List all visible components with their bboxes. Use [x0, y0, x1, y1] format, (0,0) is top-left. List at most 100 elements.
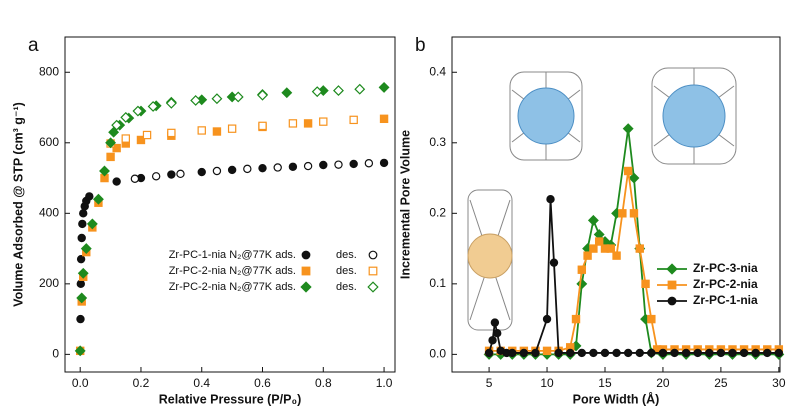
- marker: [647, 314, 656, 324]
- x-tick-label: 25: [714, 376, 728, 390]
- marker: [76, 314, 85, 324]
- x-tick-label: 0.0: [72, 376, 89, 390]
- panel-label: a: [28, 35, 39, 56]
- x-axis-title: Relative Pressure (P/P₀): [159, 392, 302, 406]
- marker: [751, 348, 760, 358]
- marker: [300, 281, 312, 293]
- marker: [681, 348, 691, 358]
- marker: [211, 93, 223, 105]
- marker: [258, 163, 267, 173]
- marker: [288, 119, 298, 128]
- marker: [319, 117, 328, 126]
- marker: [78, 219, 87, 229]
- marker: [542, 314, 552, 324]
- marker: [635, 244, 644, 253]
- marker: [311, 86, 323, 98]
- marker: [629, 209, 639, 218]
- plot-frame: [64, 36, 396, 373]
- series-line: [489, 128, 779, 356]
- marker: [705, 348, 714, 358]
- marker: [612, 348, 621, 358]
- y-tick-label: 400: [39, 205, 59, 219]
- x-tick-label: 0.6: [254, 376, 271, 390]
- y-tick-label: 0: [52, 347, 59, 361]
- marker: [763, 348, 772, 358]
- marker: [587, 214, 599, 226]
- pore-sphere: [467, 233, 513, 279]
- legend-label: des.: [336, 265, 357, 277]
- marker: [77, 233, 86, 243]
- y-tick-label: 0.0: [429, 347, 446, 361]
- legend-label: Zr-PC-2-nia N₂@77K ads.: [169, 281, 296, 293]
- marker: [105, 137, 117, 149]
- y-tick-label: 600: [39, 135, 59, 149]
- pore-sphere: [662, 84, 726, 148]
- marker: [622, 123, 634, 135]
- y-axis-title: Volume Adsorbed @ STP (cm³ g⁻¹): [11, 102, 25, 307]
- legend-label: Zr-PC-1-nia N₂@77K ads.: [169, 249, 296, 261]
- marker: [554, 348, 563, 358]
- legend-label: Zr-PC-2-nia N₂@77K ads.: [169, 265, 296, 277]
- marker: [232, 91, 244, 103]
- marker: [628, 172, 640, 184]
- marker: [367, 281, 379, 293]
- marker: [542, 346, 552, 356]
- plot-frame: [451, 36, 781, 373]
- marker: [546, 195, 555, 204]
- marker: [571, 314, 581, 324]
- marker: [612, 251, 621, 260]
- marker: [583, 251, 592, 260]
- x-tick-label: 0.2: [133, 376, 150, 390]
- marker: [121, 134, 130, 143]
- marker: [531, 348, 540, 358]
- marker: [641, 279, 650, 289]
- marker: [488, 336, 497, 345]
- marker: [566, 348, 575, 358]
- y-tick-label: 0.4: [429, 64, 446, 78]
- marker: [303, 119, 313, 128]
- marker: [368, 250, 378, 260]
- x-tick-label: 0.8: [315, 376, 332, 390]
- marker: [227, 124, 237, 133]
- marker: [281, 87, 293, 99]
- marker: [667, 280, 677, 290]
- marker: [349, 115, 358, 125]
- marker: [212, 127, 222, 136]
- legend-label: Zr-PC-1-nia: [693, 293, 758, 307]
- marker: [623, 166, 633, 176]
- series-line: [488, 199, 779, 354]
- marker: [334, 160, 343, 169]
- marker: [212, 166, 222, 176]
- marker: [108, 126, 120, 138]
- marker: [147, 101, 159, 112]
- marker: [92, 193, 104, 205]
- marker: [76, 292, 88, 304]
- marker: [667, 296, 677, 306]
- x-tick-label: 10: [540, 376, 554, 390]
- marker: [623, 348, 633, 358]
- marker: [165, 97, 177, 109]
- marker: [197, 167, 206, 177]
- marker: [197, 126, 206, 135]
- marker: [484, 348, 494, 358]
- marker: [635, 348, 644, 358]
- x-axis-title: Pore Width (Å): [573, 391, 660, 406]
- marker: [490, 318, 500, 327]
- marker: [142, 130, 152, 140]
- marker: [258, 121, 267, 131]
- marker: [618, 209, 627, 218]
- marker: [493, 329, 502, 338]
- marker: [364, 159, 374, 168]
- marker: [288, 162, 298, 171]
- marker: [577, 265, 587, 274]
- x-tick-label: 5: [486, 376, 493, 390]
- marker: [227, 165, 237, 175]
- legend-label: des.: [336, 281, 357, 293]
- marker: [80, 243, 92, 255]
- y-tick-label: 200: [39, 276, 59, 290]
- marker: [257, 89, 268, 101]
- marker: [132, 105, 144, 117]
- marker: [317, 85, 329, 97]
- marker: [728, 348, 737, 358]
- marker: [243, 164, 252, 174]
